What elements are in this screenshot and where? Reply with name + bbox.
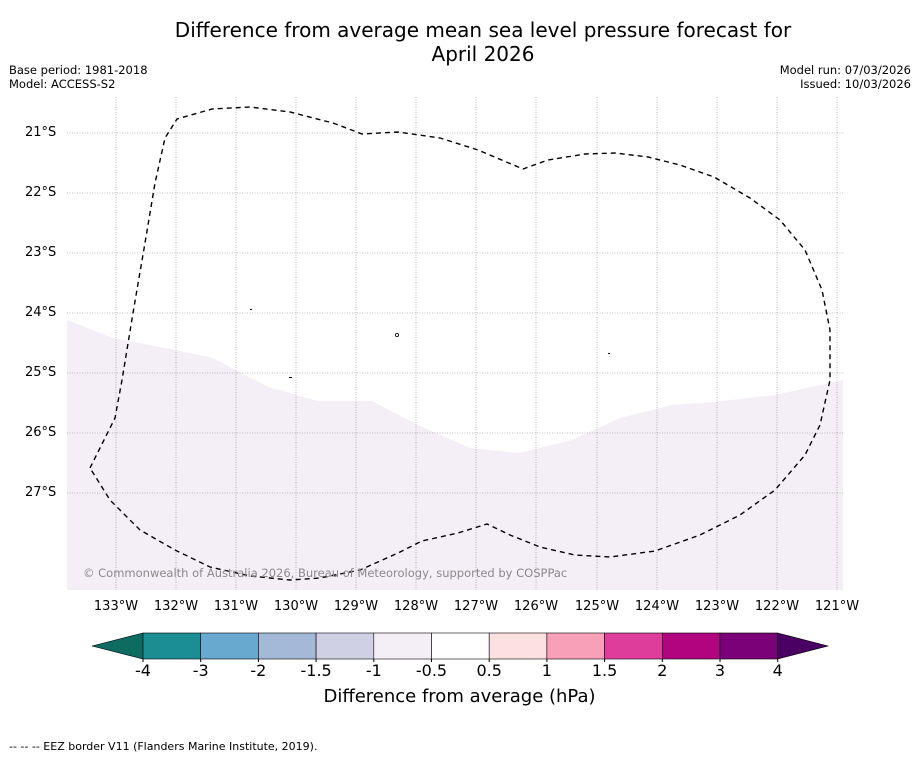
- colorbar-segment: [315, 632, 375, 660]
- latitude-label: 25°S: [25, 365, 57, 380]
- colorbar-tick-label: -3: [192, 661, 209, 680]
- latitude-label: 22°S: [25, 185, 57, 200]
- longitude-label: 130°W: [273, 599, 319, 614]
- colorbar-over-arrow: [777, 632, 830, 660]
- anomaly-shading: [67, 320, 843, 590]
- island-1: [250, 309, 252, 310]
- issued-date: Issued: 10/03/2026: [800, 77, 911, 91]
- colorbar-tick-label: 1.5: [591, 661, 618, 680]
- latitude-label: 26°S: [25, 425, 57, 440]
- colorbar-tick-label: -4: [135, 661, 151, 680]
- colorbar-tick-label: -1.5: [300, 661, 332, 680]
- colorbar-segment: [488, 632, 548, 660]
- colorbar-tick-label: -2: [250, 661, 267, 680]
- longitude-label: 121°W: [814, 599, 860, 614]
- longitude-label: 125°W: [574, 599, 620, 614]
- latitude-label: 24°S: [25, 305, 57, 320]
- colorbar-tick-label: 0.5: [476, 661, 502, 680]
- colorbar-segment: [604, 632, 663, 660]
- colorbar-segment: [661, 632, 721, 660]
- longitude-label: 128°W: [393, 599, 439, 614]
- colorbar-tick-label: 1: [541, 661, 552, 680]
- longitude-label: 127°W: [453, 599, 499, 614]
- latitude-label: 27°S: [25, 485, 57, 500]
- meta-left: Base period: 1981-2018 Model: ACCESS-S2: [9, 63, 148, 91]
- island-4: [608, 353, 610, 354]
- colorbar-tick-label: -0.5: [415, 661, 448, 680]
- colorbar-under-arrow: [91, 632, 144, 660]
- copyright-text: © Commonwealth of Australia 2026, Bureau…: [83, 566, 567, 580]
- map-title: Difference from average mean sea level p…: [0, 18, 919, 66]
- latitude-label: 21°S: [25, 125, 57, 140]
- colorbar-segment: [719, 632, 779, 660]
- colorbar-title: Difference from average (hPa): [323, 686, 596, 707]
- eez-border: [89, 106, 831, 581]
- model-run: Model run: 07/03/2026: [779, 63, 911, 77]
- colorbar-tick-label: 2: [657, 661, 668, 680]
- colorbar-segment: [200, 632, 259, 660]
- colorbar-segment: [373, 632, 432, 660]
- colorbar-tick-label: 4: [772, 661, 783, 680]
- longitude-label: 133°W: [93, 599, 139, 614]
- colorbar: [91, 632, 830, 662]
- colorbar-tick-label: 3: [714, 661, 726, 680]
- longitude-label: 126°W: [513, 599, 559, 614]
- island-3: [394, 332, 399, 337]
- latitude-label: 23°S: [25, 245, 57, 260]
- eez-legend-note: -- -- -- EEZ border V11 (Flanders Marine…: [9, 740, 318, 753]
- longitude-label: 123°W: [694, 599, 740, 614]
- longitude-label: 129°W: [333, 599, 379, 614]
- colorbar-segment: [142, 632, 202, 660]
- model-name: Model: ACCESS-S2: [9, 77, 116, 91]
- colorbar-tick-label: -1: [365, 661, 382, 680]
- colorbar-segment: [546, 632, 605, 660]
- longitude-label: 122°W: [754, 599, 800, 614]
- title-line-2: April 2026: [431, 42, 535, 66]
- graticule: [67, 97, 843, 590]
- meta-right: Model run: 07/03/2026 Issued: 10/03/2026: [780, 63, 911, 91]
- islands: [250, 309, 610, 378]
- island-2: [289, 377, 292, 378]
- colorbar-segment: [431, 632, 490, 660]
- title-line-1: Difference from average mean sea level p…: [174, 18, 792, 42]
- longitude-label: 124°W: [634, 599, 680, 614]
- base-period: Base period: 1981-2018: [9, 63, 148, 77]
- longitude-label: 132°W: [153, 599, 199, 614]
- longitude-label: 131°W: [213, 599, 259, 614]
- colorbar-segment: [258, 632, 317, 660]
